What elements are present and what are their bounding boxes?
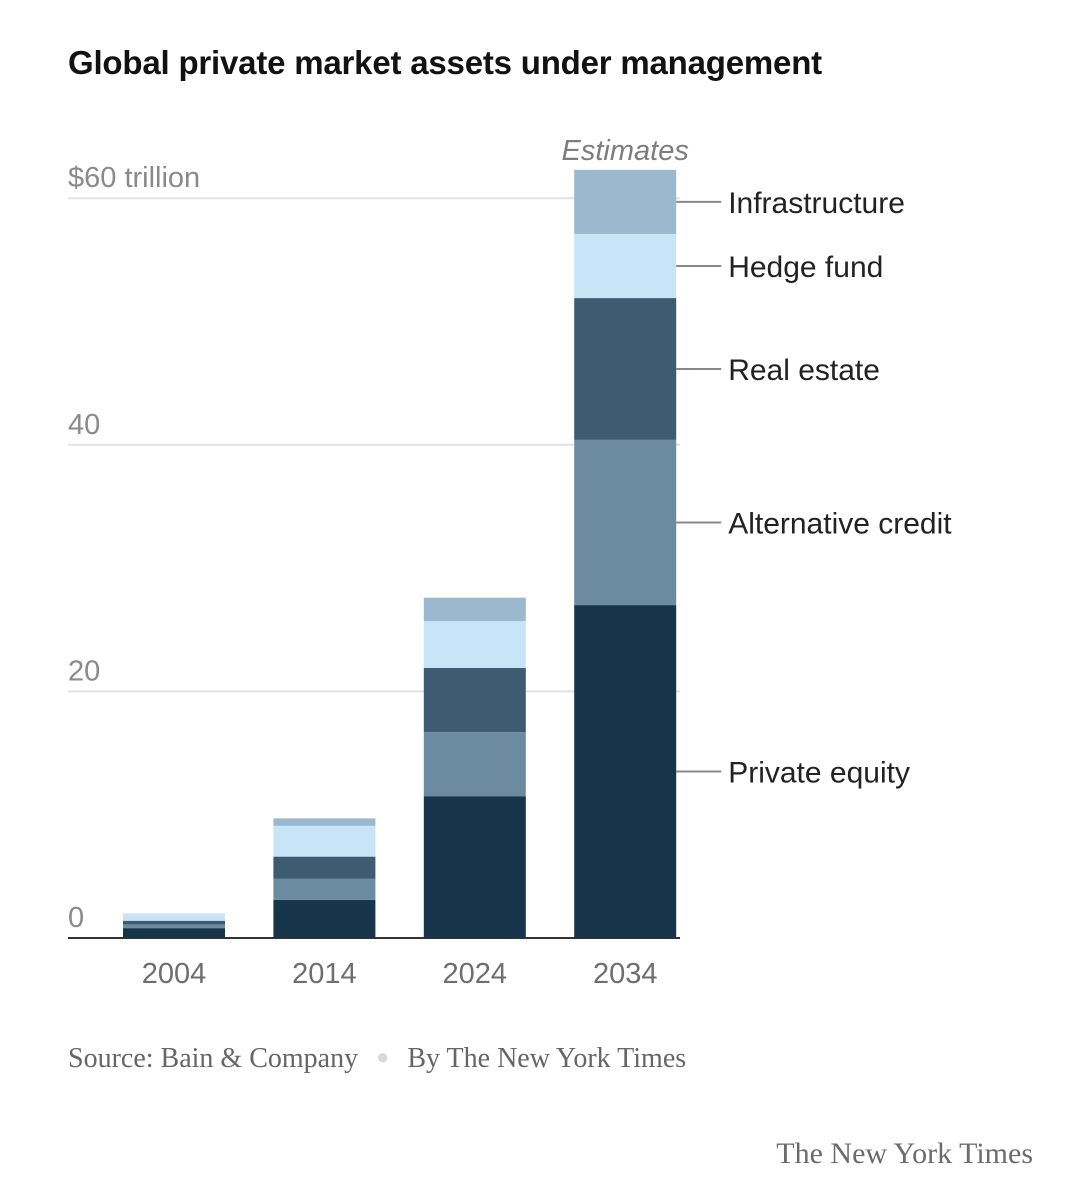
byline: By The New York Times xyxy=(407,1043,687,1074)
x-tick-label: 2024 xyxy=(443,958,508,990)
separator-dot: ● xyxy=(376,1044,390,1069)
series-label: Alternative credit xyxy=(728,507,952,540)
bar-segment xyxy=(423,667,526,733)
stacked-bar-chart: 0 20 40 $60 trillion 2004 2014 2024 2034 Estimat… xyxy=(68,135,952,990)
series-label: Real estate xyxy=(728,354,880,387)
x-tick-label: 2034 xyxy=(593,958,658,990)
series-label: Infrastructure xyxy=(728,187,905,220)
bar-segment xyxy=(574,605,677,938)
bar-segment xyxy=(574,439,677,606)
bar-segment xyxy=(574,298,677,440)
bar-segment xyxy=(574,233,677,299)
series-label: Hedge fund xyxy=(728,251,883,284)
x-tick-label: 2014 xyxy=(292,958,357,990)
bar-segment xyxy=(423,597,526,622)
bar-segment xyxy=(273,818,376,826)
bar-segment xyxy=(273,856,376,879)
chart-title: Global private market assets under manag… xyxy=(68,44,822,81)
bar-segment xyxy=(423,621,526,668)
series-label: Private equity xyxy=(728,757,910,790)
estimates-label: Estimates xyxy=(562,135,689,167)
bar-segment xyxy=(123,913,225,921)
y-tick-label: $60 trillion xyxy=(68,162,200,194)
bar-segment xyxy=(273,899,376,938)
footer: Source: Bain & Company ● By The New York T… xyxy=(68,1043,686,1075)
source-note: Source: Bain & Company xyxy=(68,1043,359,1074)
y-tick-label: 0 xyxy=(68,902,84,934)
bar-segment xyxy=(273,825,376,857)
bar-segment xyxy=(123,920,225,925)
bar-segment xyxy=(123,924,225,929)
bar-segment xyxy=(574,169,677,234)
x-tick-label: 2004 xyxy=(142,958,207,990)
y-tick-label: 40 xyxy=(68,409,100,441)
y-tick-label: 20 xyxy=(68,655,100,687)
bar-segment xyxy=(423,732,526,797)
bar-segment xyxy=(123,928,225,938)
bar-segment xyxy=(273,878,376,900)
bar-segment xyxy=(423,796,526,938)
brand-wordmark: The New York Times xyxy=(776,1137,1033,1170)
